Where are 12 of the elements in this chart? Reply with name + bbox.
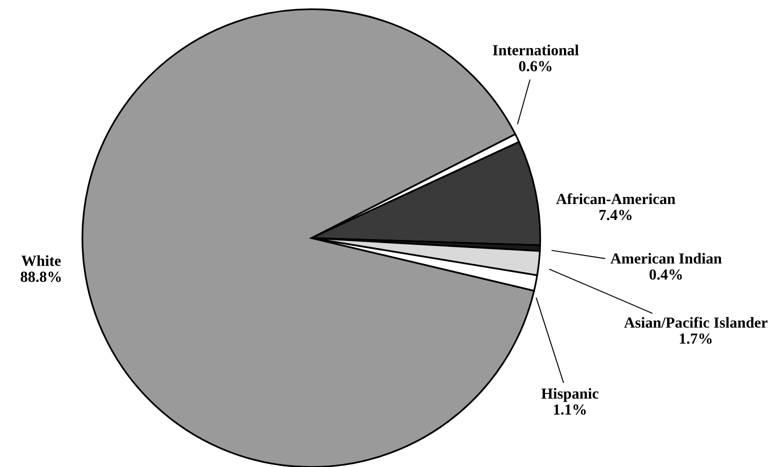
slice-label: African-American	[556, 193, 676, 204]
data-label: 0.6%	[519, 61, 552, 72]
data-label: 88.8%	[20, 272, 61, 282]
data-label: 0.4%	[650, 269, 682, 280]
data-label: 1.1%	[554, 404, 586, 415]
slice-label: Hispanic	[541, 388, 598, 402]
slice-label: American Indian	[610, 252, 722, 264]
data-label: 1.7%	[680, 333, 712, 344]
data-label: 7.4%	[599, 210, 632, 220]
slice-label: White	[21, 255, 61, 266]
slice-label: Asian/Pacific Islander	[624, 316, 768, 328]
slice-label: International	[492, 44, 579, 56]
